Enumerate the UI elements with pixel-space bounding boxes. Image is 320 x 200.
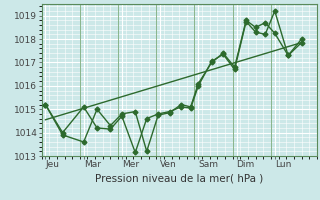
- X-axis label: Pression niveau de la mer( hPa ): Pression niveau de la mer( hPa ): [95, 173, 263, 183]
